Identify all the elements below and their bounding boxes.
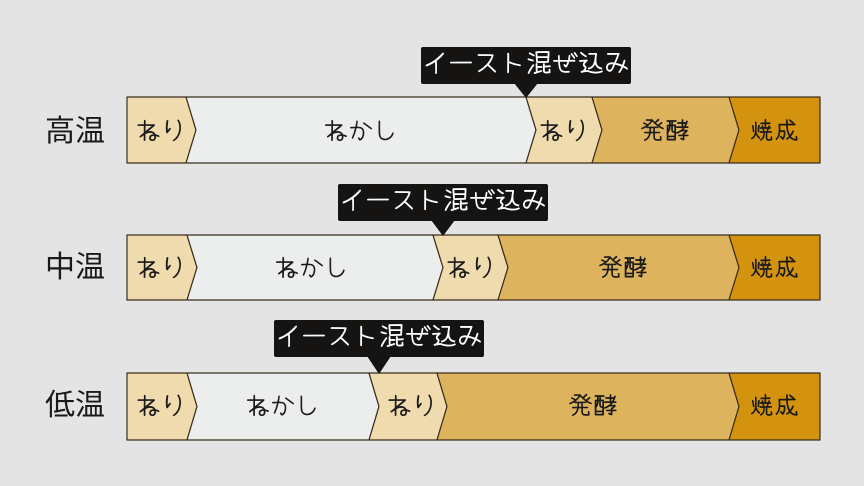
svg-text:イースト混ぜ込み: イースト混ぜ込み: [275, 316, 483, 353]
svg-text:中温: 中温: [45, 242, 105, 286]
svg-text:ねかし: ねかし: [274, 248, 349, 284]
svg-text:ねり: ねり: [539, 111, 589, 147]
svg-text:ねり: ねり: [446, 248, 496, 284]
svg-text:イースト混ぜ込み: イースト混ぜ込み: [422, 43, 630, 80]
svg-text:ねり: ねり: [136, 386, 186, 422]
svg-text:焼成: 焼成: [749, 111, 799, 147]
svg-text:ねかし: ねかし: [323, 111, 398, 147]
svg-text:ねり: ねり: [136, 248, 186, 284]
svg-text:低温: 低温: [45, 380, 105, 424]
svg-text:ねり: ねり: [136, 111, 186, 147]
svg-text:発酵: 発酵: [568, 386, 618, 422]
svg-text:発酵: 発酵: [598, 248, 648, 284]
svg-text:ねり: ねり: [387, 386, 437, 422]
svg-text:高温: 高温: [45, 106, 105, 150]
svg-text:ねかし: ねかし: [245, 386, 320, 422]
svg-text:焼成: 焼成: [749, 248, 799, 284]
svg-text:イースト混ぜ込み: イースト混ぜ込み: [339, 180, 547, 217]
svg-text:発酵: 発酵: [640, 111, 690, 147]
svg-text:焼成: 焼成: [749, 386, 799, 422]
